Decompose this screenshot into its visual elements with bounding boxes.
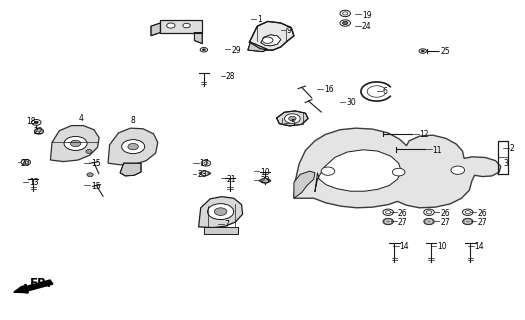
Text: 20: 20 (20, 159, 30, 168)
Circle shape (289, 116, 296, 121)
Text: 14: 14 (475, 242, 484, 251)
Circle shape (202, 49, 205, 51)
Ellipse shape (259, 179, 271, 182)
Text: 25: 25 (440, 47, 450, 56)
Circle shape (122, 140, 145, 154)
Circle shape (261, 178, 269, 183)
Circle shape (463, 218, 473, 225)
Text: 11: 11 (433, 146, 442, 155)
Circle shape (70, 140, 81, 147)
Circle shape (321, 167, 335, 175)
Circle shape (183, 23, 190, 28)
Circle shape (421, 50, 424, 52)
Circle shape (343, 21, 348, 25)
Polygon shape (249, 21, 294, 50)
Text: 22: 22 (33, 127, 43, 136)
Text: 26: 26 (397, 209, 407, 218)
Polygon shape (108, 128, 158, 165)
Circle shape (424, 218, 434, 225)
Polygon shape (248, 42, 268, 52)
Text: 3: 3 (503, 159, 508, 168)
Text: 18: 18 (26, 117, 35, 126)
Polygon shape (120, 163, 141, 176)
Text: 6: 6 (383, 87, 388, 96)
Text: 24: 24 (362, 22, 372, 31)
Text: 27: 27 (397, 218, 407, 227)
Text: 9: 9 (286, 27, 291, 36)
Polygon shape (161, 20, 202, 33)
Circle shape (201, 171, 209, 176)
Text: 23: 23 (260, 176, 270, 185)
Circle shape (34, 128, 44, 134)
Polygon shape (50, 125, 99, 162)
Polygon shape (194, 33, 202, 44)
Circle shape (166, 23, 175, 28)
Text: 27: 27 (477, 218, 487, 227)
Polygon shape (151, 23, 161, 36)
Text: 27: 27 (440, 218, 450, 227)
Text: 4: 4 (78, 114, 83, 123)
Ellipse shape (199, 172, 211, 175)
Text: 7: 7 (225, 220, 229, 229)
Text: 2: 2 (510, 144, 514, 153)
Text: 26: 26 (477, 209, 487, 218)
Circle shape (214, 208, 227, 215)
Text: 1: 1 (257, 15, 262, 24)
Polygon shape (277, 111, 308, 126)
FancyArrow shape (14, 280, 53, 292)
Circle shape (392, 168, 405, 176)
Circle shape (34, 121, 38, 124)
Text: 21: 21 (227, 175, 236, 184)
Text: 15: 15 (91, 182, 100, 191)
Text: 15: 15 (91, 159, 100, 168)
Text: 12: 12 (419, 130, 429, 139)
Circle shape (451, 166, 465, 174)
Text: 13: 13 (29, 178, 39, 187)
Text: 8: 8 (131, 116, 135, 125)
Circle shape (86, 149, 92, 153)
Polygon shape (294, 171, 315, 198)
Text: 19: 19 (362, 11, 372, 20)
Text: 16: 16 (324, 85, 334, 94)
Text: FR.: FR. (29, 277, 51, 290)
Text: 23: 23 (197, 170, 207, 179)
Text: 29: 29 (231, 45, 240, 55)
Text: 30: 30 (346, 98, 356, 107)
Text: 26: 26 (440, 209, 450, 218)
Text: 17: 17 (200, 159, 209, 168)
Polygon shape (294, 128, 501, 208)
Circle shape (128, 143, 139, 150)
Circle shape (383, 218, 393, 225)
Text: 10: 10 (437, 242, 446, 251)
Circle shape (285, 114, 300, 123)
Circle shape (262, 37, 273, 44)
Text: 10: 10 (260, 168, 270, 177)
Circle shape (64, 136, 87, 150)
Polygon shape (198, 197, 243, 228)
Text: 5: 5 (290, 119, 295, 128)
Polygon shape (261, 35, 281, 46)
Circle shape (207, 204, 234, 220)
Bar (204, 227, 238, 234)
Polygon shape (315, 150, 401, 192)
Circle shape (87, 173, 93, 177)
Text: 28: 28 (226, 72, 235, 81)
Text: 14: 14 (400, 242, 410, 251)
